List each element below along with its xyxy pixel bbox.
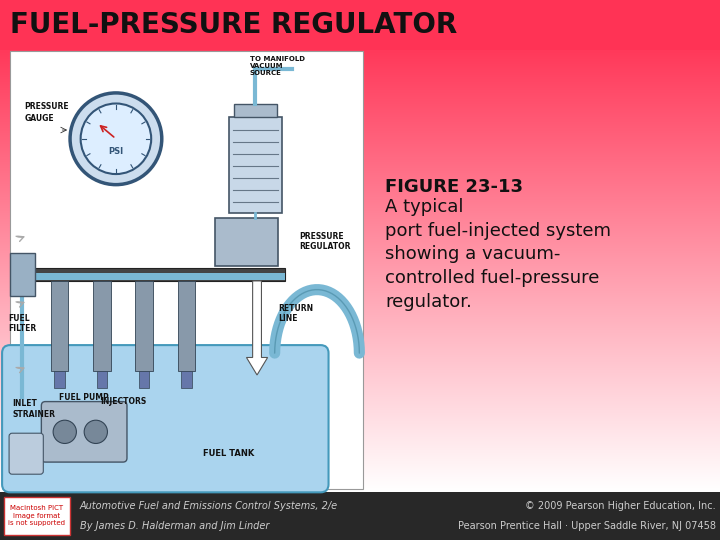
Text: INJECTORS: INJECTORS xyxy=(100,397,146,406)
Bar xyxy=(0,0,720,50)
Text: Automotive Fuel and Emissions Control Systems, 2/e: Automotive Fuel and Emissions Control Sy… xyxy=(80,501,338,511)
Text: Macintosh PICT
Image format
is not supported: Macintosh PICT Image format is not suppo… xyxy=(9,505,66,526)
Text: FUEL-PRESSURE REGULATOR: FUEL-PRESSURE REGULATOR xyxy=(10,11,457,39)
Text: FIGURE 23-13: FIGURE 23-13 xyxy=(385,178,523,196)
Text: PSI: PSI xyxy=(108,147,124,156)
Bar xyxy=(181,370,192,388)
Circle shape xyxy=(70,93,162,185)
Circle shape xyxy=(53,420,76,443)
Bar xyxy=(135,281,153,370)
Bar xyxy=(10,253,35,296)
FancyArrow shape xyxy=(246,281,268,375)
Text: TO MANIFOLD
VACUUM
SOURCE: TO MANIFOLD VACUUM SOURCE xyxy=(250,56,305,76)
Bar xyxy=(93,281,111,370)
Bar xyxy=(0,492,720,540)
Bar xyxy=(215,218,278,266)
FancyBboxPatch shape xyxy=(41,402,127,462)
Bar xyxy=(178,281,195,370)
Bar xyxy=(50,281,68,370)
Text: FUEL
FILTER: FUEL FILTER xyxy=(9,314,37,333)
Bar xyxy=(31,268,285,281)
Text: PRESSURE
REGULATOR: PRESSURE REGULATOR xyxy=(300,232,351,251)
Text: PRESSURE
GAUGE: PRESSURE GAUGE xyxy=(24,103,69,123)
Bar xyxy=(10,51,363,489)
Bar xyxy=(54,370,65,388)
Text: By James D. Halderman and Jim Linder: By James D. Halderman and Jim Linder xyxy=(80,521,269,531)
Text: FUEL PUMP: FUEL PUMP xyxy=(59,393,109,402)
Bar xyxy=(31,273,285,280)
Text: © 2009 Pearson Higher Education, Inc.: © 2009 Pearson Higher Education, Inc. xyxy=(526,501,716,511)
Text: FUEL TANK: FUEL TANK xyxy=(203,449,254,458)
Bar xyxy=(4,497,70,535)
Text: A typical
port fuel-injected system
showing a vacuum-
controlled fuel-pressure
r: A typical port fuel-injected system show… xyxy=(385,198,611,310)
Bar xyxy=(229,117,282,213)
Text: Pearson Prentice Hall · Upper Saddle River, NJ 07458: Pearson Prentice Hall · Upper Saddle Riv… xyxy=(458,521,716,531)
Bar xyxy=(234,104,276,117)
Circle shape xyxy=(84,420,107,443)
Circle shape xyxy=(81,104,151,174)
FancyBboxPatch shape xyxy=(2,345,328,492)
Bar xyxy=(96,370,107,388)
FancyBboxPatch shape xyxy=(9,433,43,474)
Bar xyxy=(139,370,150,388)
Text: RETURN
LINE: RETURN LINE xyxy=(278,304,313,323)
Text: INLET
STRAINER: INLET STRAINER xyxy=(12,399,55,418)
